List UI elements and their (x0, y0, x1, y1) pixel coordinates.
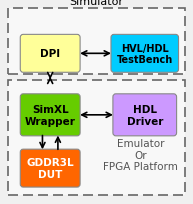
FancyBboxPatch shape (111, 35, 179, 73)
Text: Emulator
Or
FPGA Platform: Emulator Or FPGA Platform (103, 139, 178, 172)
FancyBboxPatch shape (8, 9, 185, 74)
Text: DPI: DPI (40, 49, 60, 59)
Text: GDDR3L
DUT: GDDR3L DUT (26, 157, 74, 179)
FancyBboxPatch shape (20, 35, 80, 73)
Text: HDL
Driver: HDL Driver (127, 104, 163, 126)
Text: Simulator: Simulator (69, 0, 124, 7)
FancyBboxPatch shape (8, 81, 185, 195)
Text: SimXL
Wrapper: SimXL Wrapper (25, 104, 76, 126)
Text: HVL/HDL
TestBench: HVL/HDL TestBench (117, 43, 173, 65)
FancyBboxPatch shape (113, 94, 177, 136)
FancyBboxPatch shape (20, 94, 80, 136)
FancyBboxPatch shape (20, 149, 80, 187)
